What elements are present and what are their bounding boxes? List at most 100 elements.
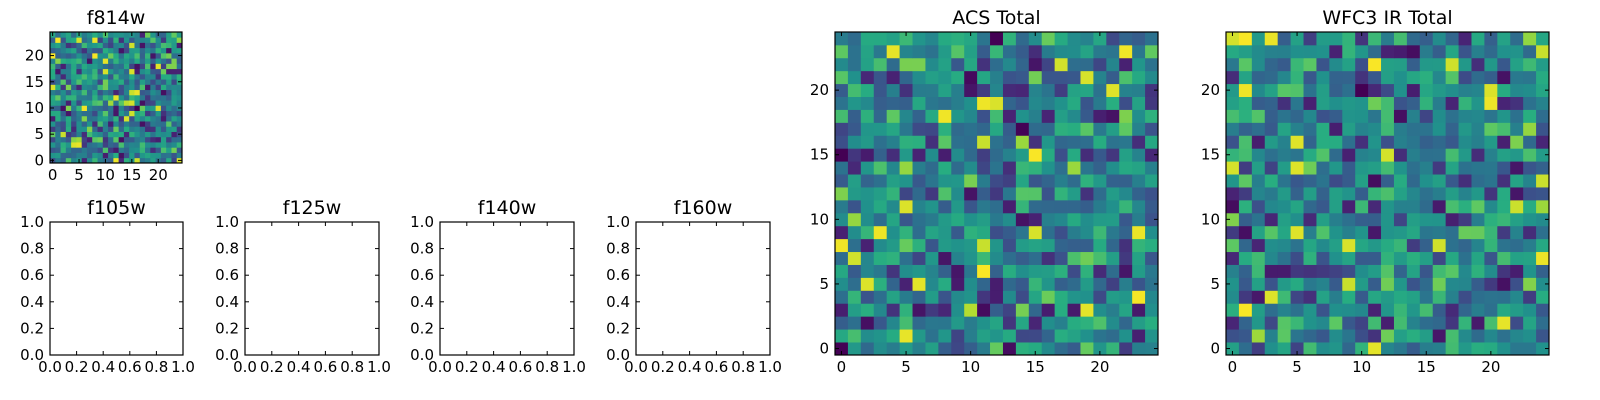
heatmap-cell: [81, 79, 88, 85]
heatmap-cell: [1536, 329, 1550, 343]
heatmap-cell: [951, 44, 965, 59]
heatmap-cell: [123, 52, 130, 59]
heatmap-cell: [1432, 44, 1447, 59]
x-tick-label: 0: [837, 358, 847, 376]
heatmap-cell: [176, 152, 183, 159]
heatmap-cell: [108, 152, 114, 159]
heatmap-cell: [1536, 342, 1550, 356]
heatmap-cell: [155, 63, 162, 70]
heatmap-cell: [1093, 148, 1107, 162]
heatmap-cell: [129, 142, 135, 148]
heatmap-cell: [1523, 135, 1537, 149]
heatmap-cell: [951, 32, 965, 46]
heatmap-cell: [1080, 57, 1094, 72]
heatmap-cell: [1002, 264, 1017, 278]
heatmap-cell: [1406, 96, 1421, 110]
heatmap-cell: [97, 110, 104, 117]
heatmap-cell: [55, 68, 61, 75]
heatmap-cell: [990, 174, 1004, 188]
heatmap-cell: [835, 174, 849, 188]
axes-frame: [635, 221, 771, 356]
heatmap-cell: [113, 32, 120, 38]
heatmap-cell: [1290, 83, 1304, 97]
heatmap-cell: [1497, 342, 1511, 356]
heatmap-cell: [951, 316, 965, 330]
heatmap-cell: [145, 147, 151, 153]
heatmap-cell: [1119, 44, 1133, 59]
y-tick-label: 1.0: [606, 213, 630, 231]
heatmap-cell: [1471, 57, 1485, 72]
heatmap-cell: [951, 238, 965, 253]
heatmap-cell: [1106, 238, 1120, 253]
heatmap-cell: [86, 115, 93, 122]
heatmap-cell: [1406, 148, 1421, 162]
heatmap-cell: [76, 115, 83, 122]
heatmap-cell: [1002, 174, 1017, 188]
heatmap-cell: [1523, 316, 1537, 330]
heatmap-cell: [1080, 342, 1094, 356]
heatmap-cell: [964, 135, 978, 149]
heatmap-cell: [1093, 238, 1107, 253]
heatmap-cell: [123, 147, 130, 153]
heatmap-cell: [155, 79, 162, 85]
x-tick-label: 0.6: [704, 358, 728, 376]
heatmap-cell: [977, 212, 991, 227]
heatmap-cell: [951, 303, 965, 317]
heatmap-cell: [1238, 277, 1253, 291]
heatmap-cell: [1484, 32, 1498, 46]
heatmap-cell: [81, 89, 88, 96]
heatmap-cell: [97, 147, 104, 153]
heatmap-cell: [1132, 148, 1146, 162]
heatmap-cell: [1251, 238, 1266, 253]
heatmap-cell: [55, 63, 61, 70]
heatmap-cell: [145, 136, 151, 143]
heatmap-cell: [129, 147, 135, 153]
heatmap-cell: [1381, 32, 1395, 46]
heatmap-cell: [1041, 212, 1056, 227]
heatmap-cell: [129, 37, 135, 43]
heatmap-cell: [886, 329, 900, 343]
heatmap-cell: [964, 83, 978, 97]
heatmap-cell: [1303, 251, 1317, 265]
heatmap-cell: [123, 47, 130, 54]
heatmap-cell: [1484, 70, 1498, 85]
heatmap-cell: [1132, 70, 1146, 85]
heatmap-cell: [1015, 199, 1030, 214]
heatmap-cell: [1445, 251, 1459, 265]
heatmap-cell: [912, 135, 926, 149]
heatmap-cell: [55, 157, 61, 164]
heatmap-cell: [899, 148, 913, 162]
heatmap-cell: [166, 73, 172, 80]
heatmap-cell: [145, 94, 151, 101]
heatmap-cell: [912, 161, 926, 175]
heatmap-cell: [1028, 251, 1043, 265]
x-tick-label: 0.4: [91, 358, 115, 376]
heatmap-cell: [990, 290, 1004, 304]
heatmap-cell: [1393, 174, 1408, 188]
heatmap-cell: [1381, 187, 1395, 201]
heatmap-cell: [155, 84, 162, 91]
heatmap-cell: [1251, 161, 1266, 175]
heatmap-cell: [1471, 303, 1485, 317]
heatmap-cell: [1119, 57, 1133, 72]
heatmap-cell: [1015, 32, 1030, 46]
heatmap-cell: [938, 212, 952, 227]
heatmap-cell: [964, 32, 978, 46]
heatmap-cell: [1432, 316, 1447, 330]
heatmap-cell: [1342, 44, 1356, 59]
heatmap-cell: [1316, 264, 1330, 278]
heatmap-cell: [1484, 277, 1498, 291]
heatmap-cell: [1119, 329, 1133, 343]
heatmap-cell: [71, 110, 77, 117]
x-tick-label: 0.2: [260, 358, 284, 376]
heatmap-cell: [1368, 277, 1382, 291]
heatmap-cell: [139, 152, 146, 159]
heatmap-cell: [65, 47, 72, 54]
heatmap-cell: [1471, 329, 1485, 343]
heatmap-cell: [176, 89, 183, 96]
heatmap-cell: [860, 251, 875, 265]
heatmap-cell: [1028, 135, 1043, 149]
heatmap-cell: [92, 115, 98, 122]
heatmap-cell: [1264, 96, 1279, 110]
